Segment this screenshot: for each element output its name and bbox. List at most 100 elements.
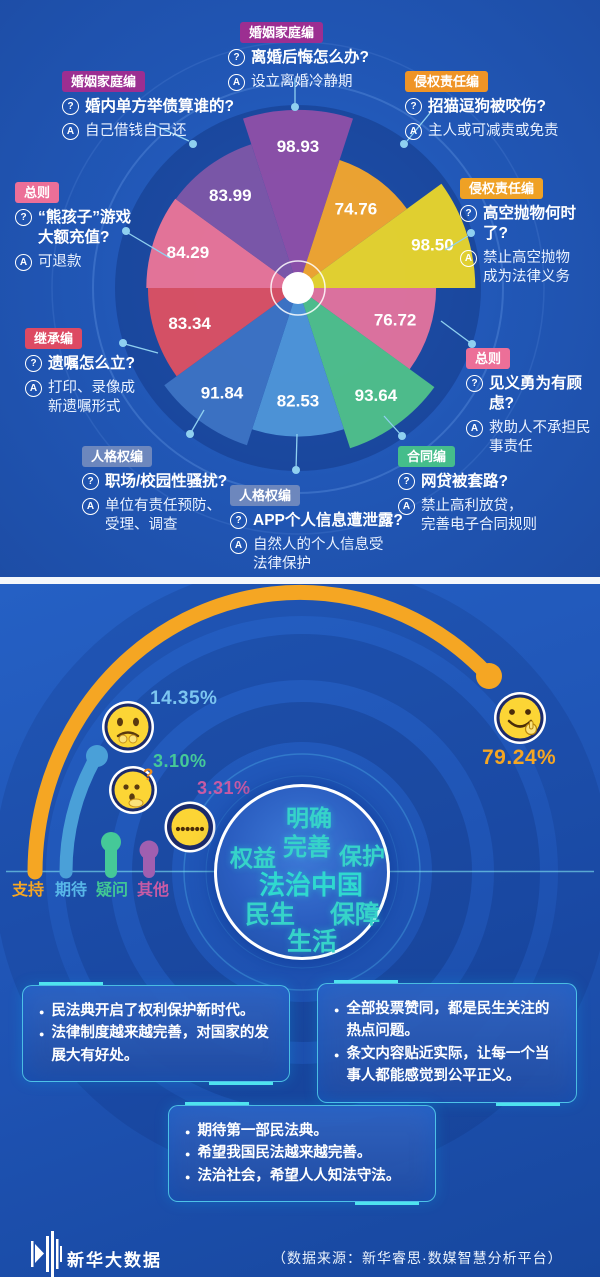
rose-value-label: 83.99 bbox=[209, 186, 252, 205]
cloud-word: 法治中国 bbox=[259, 870, 364, 900]
cloud-word: 保护 bbox=[339, 843, 385, 869]
qa-annotation: 人格权编 ? 职场/校园性骚扰? A 单位有责任预防、 受理、调查 bbox=[82, 446, 227, 535]
data-source: （数据来源：新华睿思·数媒智慧分析平台） bbox=[272, 1250, 563, 1266]
question-icon: ? bbox=[62, 98, 79, 115]
law-section-tag: 婚姻家庭编 bbox=[240, 22, 324, 43]
answer-icon: A bbox=[460, 250, 477, 267]
law-section-tag: 人格权编 bbox=[82, 446, 153, 467]
dots-emoji bbox=[164, 801, 216, 853]
rose-value-label: 76.72 bbox=[374, 311, 417, 330]
answer-text: 自然人的个人信息受 法律保护 bbox=[253, 537, 384, 572]
gauge-chart: ? bbox=[0, 584, 600, 1180]
rose-value-label: 93.64 bbox=[355, 386, 398, 405]
cat-other: 其他 bbox=[137, 882, 170, 899]
gauge-arc-expect bbox=[59, 752, 102, 879]
pct-other: 3.31% bbox=[197, 778, 251, 798]
rose-center-dot bbox=[282, 272, 314, 304]
answer-text: 自己借钱自己还 bbox=[85, 123, 187, 139]
qa-annotation: 人格权编 ? APP个人信息遭泄露? A 自然人的个人信息受 法律保护 bbox=[230, 485, 403, 574]
answer-icon: A bbox=[62, 123, 79, 140]
comment-text: 法律制度越来越完善，对国家的发展大有好处。 bbox=[51, 1025, 269, 1064]
question-icon: ? bbox=[228, 49, 245, 66]
bullet-icon: ● bbox=[185, 1149, 191, 1160]
answer-icon: A bbox=[25, 380, 42, 397]
comment-text: 全部投票赞同，都是民生关注的热点问题。 bbox=[346, 1001, 550, 1040]
question-text: 遗嘱怎么立? bbox=[48, 355, 135, 372]
pct-expect: 14.35% bbox=[150, 688, 218, 709]
rose-value-label: 82.53 bbox=[277, 392, 320, 411]
answer-icon: A bbox=[230, 537, 247, 554]
question-text: 职场/校园性骚扰? bbox=[105, 473, 228, 490]
bullet-icon: ● bbox=[334, 1005, 340, 1015]
cloud-word: 民生 bbox=[245, 901, 296, 929]
qa-annotation: 继承编 ? 遗嘱怎么立? A 打印、录像成 新遗嘱形式 bbox=[25, 328, 135, 417]
question-text: 见义勇为有顾虑? bbox=[489, 375, 583, 412]
law-section-tag: 总则 bbox=[15, 182, 60, 203]
qa-annotation: 总则 ? 见义勇为有顾虑? A 救助人不承担民 事责任 bbox=[466, 348, 600, 457]
cat-doubt: 疑问 bbox=[96, 882, 129, 899]
rose-slice bbox=[252, 288, 344, 437]
answer-text: 设立离婚冷静期 bbox=[251, 74, 353, 90]
qa-annotation: 婚姻家庭编 ? 离婚后悔怎么办? A 设立离婚冷静期 bbox=[228, 22, 369, 92]
brand-name: 新华大数据 bbox=[67, 1251, 162, 1270]
law-section-tag: 总则 bbox=[466, 348, 511, 369]
xinhua-logo bbox=[31, 1231, 62, 1277]
answer-text: 禁止高利放贷， 完善电子合同规则 bbox=[421, 498, 537, 533]
gauge-arc-expect-cap bbox=[86, 745, 108, 767]
bullet-icon: ● bbox=[185, 1127, 191, 1137]
rose-center-ring bbox=[270, 260, 326, 316]
pct-support: 79.24% bbox=[482, 746, 557, 769]
answer-text: 救助人不承担民 事责任 bbox=[489, 420, 591, 455]
rose-chart-section: 98.93 74.76 98.50 76.72 93.64 82.53 91.84 83.34… bbox=[0, 0, 600, 577]
law-section-tag: 人格权编 bbox=[230, 485, 301, 506]
rose-value-label: 98.93 bbox=[277, 137, 320, 156]
rose-slice bbox=[298, 183, 476, 288]
law-section-tag: 侵权责任编 bbox=[405, 71, 489, 92]
rose-value-label: 98.50 bbox=[411, 235, 454, 254]
qa-annotation: 婚姻家庭编 ? 婚内单方举债算谁的? A 自己借钱自己还 bbox=[62, 71, 234, 141]
qa-annotation: 侵权责任编 ? 高空抛物何时了? A 禁止高空抛物 成为法律义务 bbox=[460, 178, 600, 287]
cloud-word: 生活 bbox=[287, 928, 338, 956]
rose-slice bbox=[298, 288, 437, 370]
rose-value-label: 91.84 bbox=[201, 384, 244, 403]
law-section-tag: 合同编 bbox=[398, 446, 456, 467]
question-text: 婚内单方举债算谁的? bbox=[85, 98, 234, 115]
cloud-word: 权益 bbox=[230, 845, 276, 871]
smiley-emoji bbox=[494, 692, 546, 744]
question-icon: ? bbox=[230, 512, 247, 529]
rose-slice bbox=[146, 198, 298, 288]
cloud-word: 完善 bbox=[283, 834, 331, 861]
answer-text: 禁止高空抛物 成为法律义务 bbox=[483, 250, 570, 285]
comment-text: 希望我国民法越来越完善。 bbox=[197, 1145, 372, 1162]
rose-value-label: 74.76 bbox=[335, 199, 378, 218]
question-icon: ? bbox=[15, 209, 32, 226]
law-section-tag: 婚姻家庭编 bbox=[62, 71, 146, 92]
answer-text: 可退款 bbox=[38, 254, 82, 270]
rose-value-label: 83.34 bbox=[168, 314, 211, 333]
rose-slice bbox=[147, 288, 298, 377]
question-icon: ? bbox=[398, 473, 415, 490]
rose-slice bbox=[298, 288, 435, 449]
pct-doubt: 3.10% bbox=[153, 751, 207, 771]
rose-slice bbox=[175, 144, 298, 288]
comment-text: 法治社会，希望人人知法守法。 bbox=[197, 1167, 401, 1184]
question-text: APP个人信息遭泄露? bbox=[253, 512, 403, 529]
law-section-tag: 侵权责任编 bbox=[460, 178, 544, 199]
question-text: 招猫逗狗被咬伤? bbox=[428, 98, 546, 115]
bullet-icon: ● bbox=[185, 1171, 191, 1182]
comment-box-center: ● 期待第一部民法典。 ● 希望我国民法越来越完善。 ● 法治社会，希望人人知法守法。 bbox=[168, 1101, 436, 1206]
gauge-section: ? 14.35% 3.10% 3.31% 79.24% 支持 bbox=[0, 584, 600, 1277]
question-icon: ? bbox=[405, 98, 422, 115]
gauge-bar-other-cap bbox=[139, 840, 159, 860]
answer-icon: A bbox=[82, 498, 99, 515]
question-icon: ? bbox=[82, 473, 99, 490]
callout-dots bbox=[119, 103, 476, 474]
comment-box-right: ● 全部投票赞同，都是民生关注的热点问题。 ● 条文内容贴近实际，让每一个当事人都能… bbox=[317, 980, 577, 1106]
wordcloud-circle: 明确 完善 保护 权益 法治中国 民生 保障 生活 bbox=[214, 784, 390, 960]
answer-icon: A bbox=[405, 123, 422, 140]
cloud-word: 保障 bbox=[330, 901, 381, 929]
law-section-tag: 继承编 bbox=[25, 328, 83, 349]
comment-text: 民法典开启了权利保护新时代。 bbox=[51, 1003, 255, 1019]
qa-annotation: 总则 ? “熊孩子”游戏 大额充值? A 可退款 bbox=[15, 182, 131, 272]
rose-chart: 98.93 74.76 98.50 76.72 93.64 82.53 91.84 83.34… bbox=[51, 41, 545, 535]
